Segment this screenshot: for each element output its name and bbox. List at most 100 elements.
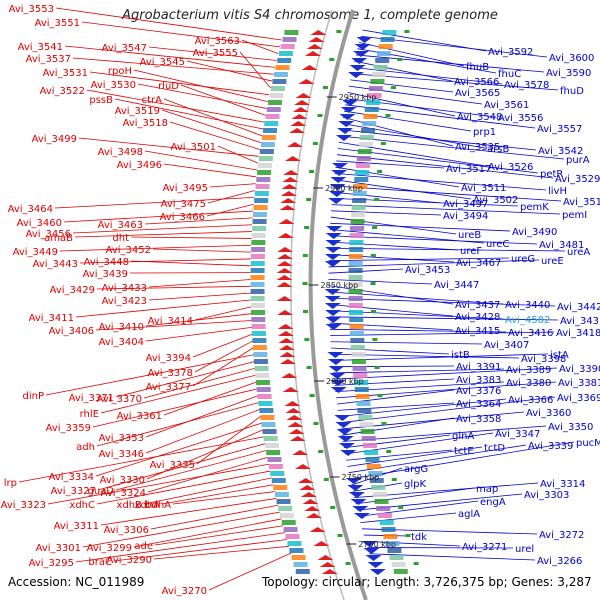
gene-label-avi-3428[interactable]: Avi_3428 — [455, 312, 500, 323]
gene-label-avi-3406[interactable]: Avi_3406 — [49, 326, 94, 337]
gene-label-avi-3475[interactable]: Avi_3475 — [161, 199, 206, 210]
gene-label-uref[interactable]: ureF — [460, 246, 482, 257]
gene-label-argg[interactable]: argG — [404, 464, 428, 475]
gene-label-fhuc[interactable]: fhuC — [498, 69, 521, 80]
gene-label-ade[interactable]: ade — [134, 541, 153, 552]
gene-label-ctra[interactable]: ctrA — [142, 95, 163, 106]
gene-label-avi-3563[interactable]: Avi_3563 — [195, 36, 240, 47]
gene-label-avi-3600[interactable]: Avi_3600 — [549, 53, 594, 64]
gene-label-avi-3360[interactable]: Avi_3360 — [526, 408, 571, 419]
gene-label-avi-3526[interactable]: Avi_3526 — [488, 162, 533, 173]
gene-label-avi-3303[interactable]: Avi_3303 — [524, 490, 569, 501]
gene-label-avi-3519[interactable]: Avi_3519 — [115, 106, 160, 117]
gene-label-avi-3592[interactable]: Avi_3592 — [488, 47, 533, 58]
gene-label-avi-3460[interactable]: Avi_3460 — [17, 218, 62, 229]
gene-label-avi-3301[interactable]: Avi_3301 — [36, 543, 81, 554]
gene-label-avi-3350[interactable]: Avi_3350 — [548, 422, 593, 433]
gene-label-avi-3529[interactable]: Avi_3529 — [555, 174, 600, 185]
gene-label-avi-3518[interactable]: Avi_3518 — [123, 118, 168, 129]
gene-label-avi-3443[interactable]: Avi_3443 — [33, 259, 78, 270]
gene-label-tcte[interactable]: tctE — [454, 446, 474, 457]
gene-label-avi-3383[interactable]: Avi_3383 — [456, 375, 501, 386]
gene-label-avi-3511[interactable]: Avi_3511 — [461, 183, 506, 194]
gene-label-petr[interactable]: petR — [540, 169, 563, 180]
gene-label-avi-3545[interactable]: Avi_3545 — [140, 57, 185, 68]
gene-label-avi-3522[interactable]: Avi_3522 — [40, 86, 85, 97]
gene-label-ureg[interactable]: ureG — [511, 254, 535, 265]
gene-label-avi-3555[interactable]: Avi_3555 — [193, 48, 238, 59]
gene-label-urel[interactable]: urel — [515, 544, 534, 555]
gene-label-avi-3272[interactable]: Avi_3272 — [539, 530, 584, 541]
gene-label-pssb[interactable]: pssB — [89, 95, 113, 106]
gene-label-avi-3481[interactable]: Avi_3481 — [539, 240, 584, 251]
gene-label-avi-3353[interactable]: Avi_3353 — [99, 433, 144, 444]
gene-label-avi-3410[interactable]: Avi_3410 — [99, 322, 144, 333]
gene-label-pemi[interactable]: pemI — [562, 210, 587, 221]
gene-label-avi-3380[interactable]: Avi_3380 — [506, 378, 551, 389]
gene-label-avi-3449[interactable]: Avi_3449 — [13, 247, 58, 258]
gene-label-avi-3389[interactable]: Avi_3389 — [506, 365, 551, 376]
gene-label-avi-3447[interactable]: Avi_3447 — [434, 280, 479, 291]
gene-label-avi-3542[interactable]: Avi_3542 — [538, 146, 583, 157]
gene-label-avi-3376[interactable]: Avi_3376 — [456, 386, 501, 397]
gene-label-avi-3404[interactable]: Avi_3404 — [99, 337, 144, 348]
gene-label-map[interactable]: map — [476, 484, 498, 495]
gene-label-avi-3530[interactable]: Avi_3530 — [91, 80, 136, 91]
gene-label-avi-3358[interactable]: Avi_3358 — [456, 414, 501, 425]
gene-label-avi-3467[interactable]: Avi_3467 — [456, 258, 501, 269]
gene-label-avi-3377[interactable]: Avi_3377 — [146, 382, 191, 393]
gene-label-avi-3498[interactable]: Avi_3498 — [98, 147, 143, 158]
gene-label-bdha[interactable]: bdhA — [145, 500, 171, 511]
gene-label-avi-3335[interactable]: Avi_3335 — [150, 460, 195, 471]
gene-label-xdha[interactable]: xdhA — [135, 500, 161, 511]
gene-label-avi-3270[interactable]: Avi_3270 — [162, 586, 207, 597]
gene-label-avi-3266[interactable]: Avi_3266 — [537, 556, 582, 567]
gene-label-prp1[interactable]: prp1 — [473, 127, 496, 138]
gene-label-avi-3561[interactable]: Avi_3561 — [484, 100, 529, 111]
gene-label-avi-3323[interactable]: Avi_3323 — [1, 500, 46, 511]
gene-label-avi-3464[interactable]: Avi_3464 — [8, 204, 53, 215]
gene-label-avi-3440[interactable]: Avi_3440 — [505, 300, 550, 311]
gene-label-avi-3431[interactable]: Avi_3431 — [560, 316, 600, 327]
gene-label-livh[interactable]: livH — [548, 186, 567, 197]
gene-label-adh[interactable]: adh — [76, 442, 95, 453]
gene-label-istb[interactable]: istB — [451, 350, 470, 361]
gene-label-enga[interactable]: engA — [480, 497, 506, 508]
gene-label-fhud[interactable]: fhuD — [560, 86, 584, 97]
gene-label-avi-3501[interactable]: Avi_3501 — [171, 142, 216, 153]
gene-label-avi-3334[interactable]: Avi_3334 — [49, 472, 94, 483]
gene-label-rhle[interactable]: rhlE — [80, 409, 99, 420]
gene-label-avi-3578[interactable]: Avi_3578 — [504, 80, 549, 91]
gene-label-avi-3314[interactable]: Avi_3314 — [540, 479, 585, 490]
gene-label-pucm[interactable]: pucM — [576, 438, 600, 449]
gene-label-avi-4582[interactable]: Avi_4582 — [505, 315, 550, 326]
gene-label-avi-3433[interactable]: Avi_3433 — [102, 283, 147, 294]
gene-label-avi-3547[interactable]: Avi_3547 — [102, 43, 147, 54]
gene-label-avi-3378[interactable]: Avi_3378 — [148, 368, 193, 379]
gene-label-avi-3499[interactable]: Avi_3499 — [32, 134, 77, 145]
gene-label-pemk[interactable]: pemK — [520, 202, 549, 213]
gene-label-avi-3463[interactable]: Avi_3463 — [98, 220, 143, 231]
gene-label-avi-3327[interactable]: Avi_3327 — [51, 486, 96, 497]
gene-label-avi-3448[interactable]: Avi_3448 — [84, 257, 129, 268]
gene-label-avi-3452[interactable]: Avi_3452 — [106, 245, 151, 256]
gene-label-avi-3311[interactable]: Avi_3311 — [54, 521, 99, 532]
gene-label-tdk[interactable]: tdk — [411, 532, 427, 543]
gene-label-ista[interactable]: istA — [550, 350, 569, 361]
gene-label-avi-3531[interactable]: Avi_3531 — [43, 68, 88, 79]
gene-label-avi-3439[interactable]: Avi_3439 — [83, 269, 128, 280]
gene-label-avi-3456[interactable]: Avi_3456 — [26, 229, 71, 240]
gene-label-avi-3415[interactable]: Avi_3415 — [455, 326, 500, 337]
gene-label-avi-3361[interactable]: Avi_3361 — [117, 411, 162, 422]
gene-label-avi-3347[interactable]: Avi_3347 — [495, 429, 540, 440]
gene-label-urea[interactable]: ureA — [567, 247, 590, 258]
gene-label-avi-3453[interactable]: Avi_3453 — [405, 265, 450, 276]
gene-label-agla[interactable]: aglA — [458, 509, 480, 520]
gene-label-avi-3497[interactable]: Avi_3497 — [443, 199, 488, 210]
gene-label-avi-3414[interactable]: Avi_3414 — [148, 316, 193, 327]
gene-label-avi-3517[interactable]: Avi_3517 — [446, 164, 491, 175]
gene-label-avi-3411[interactable]: Avi_3411 — [29, 313, 74, 324]
gene-label-uree[interactable]: ureE — [541, 256, 564, 267]
gene-label-lrp[interactable]: lrp — [4, 478, 17, 489]
gene-label-avi-3566[interactable]: Avi_3566 — [454, 77, 499, 88]
